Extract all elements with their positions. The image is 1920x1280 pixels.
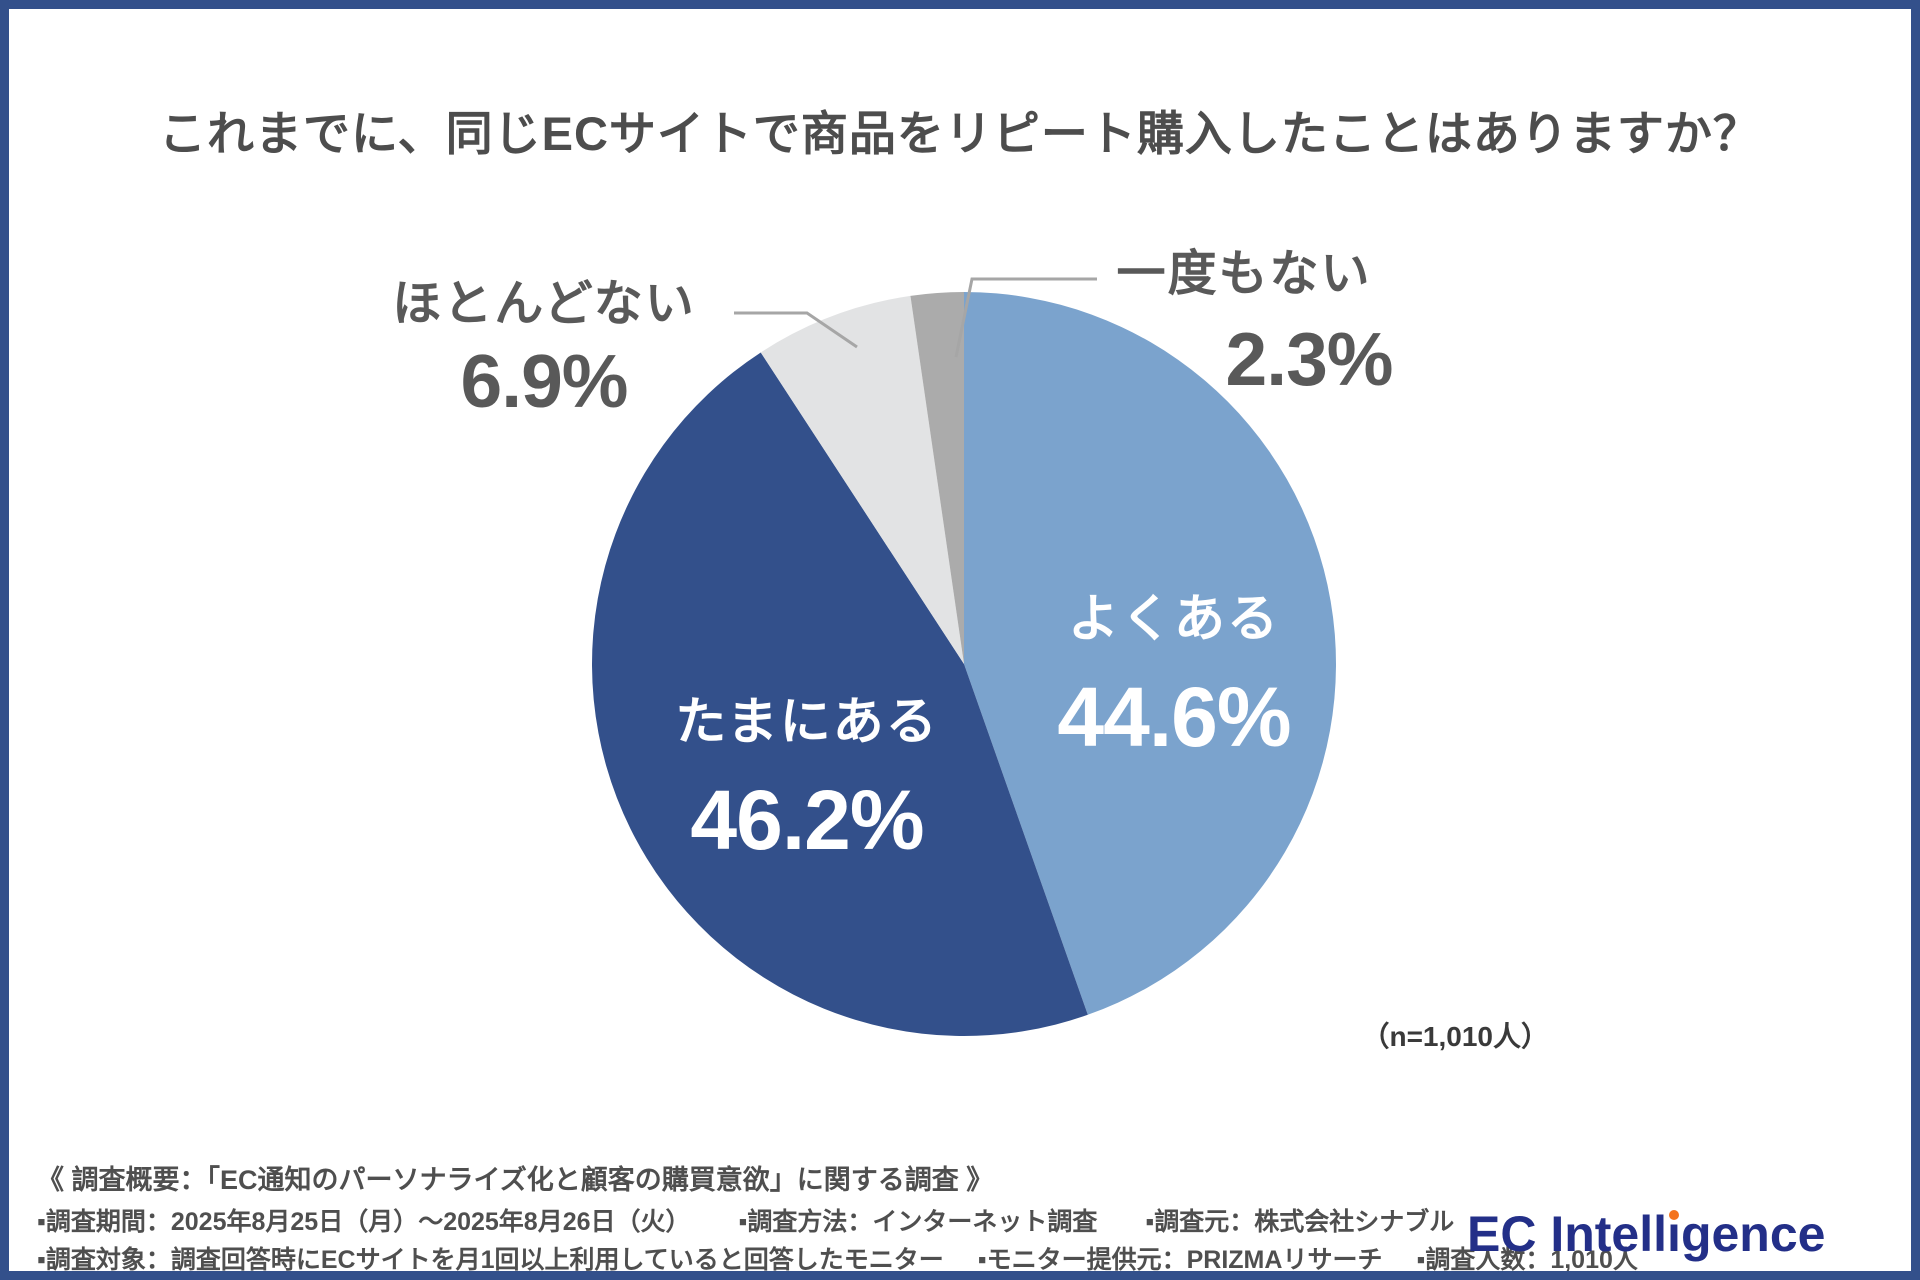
survey-detail-row-1: ▪調査期間：2025年8月25日（月）～2025年8月26日（火） ▪調査方法：…: [37, 1204, 1638, 1242]
pie-chart: [592, 277, 1336, 1036]
sample-size-note: （n=1,010人）: [1361, 1021, 1549, 1052]
label-tamani-aru-pct: 46.2%: [690, 773, 924, 868]
label-hotondo-nai: ほとんどない 6.9%: [329, 277, 759, 423]
label-tamani-aru-text: たまにある: [675, 693, 939, 750]
label-ichido-mo-nai: 一度もない: [1074, 247, 1414, 301]
survey-detail-row-2: ▪調査対象：調査回答時にECサイトを月1回以上利用していると回答したモニター ▪…: [37, 1242, 1638, 1274]
leader-line-ichido-mo-nai: [954, 277, 1097, 358]
label-hotondo-nai-pct: 6.9%: [460, 338, 629, 423]
pie-slices: [592, 292, 1336, 1036]
survey-monitor-provider: ▪モニター提供元：PRIZMAリサーチ: [977, 1245, 1383, 1274]
survey-period: ▪調査期間：2025年8月25日（月）～2025年8月26日（火）: [37, 1208, 691, 1237]
survey-respondents: ▪調査人数：1,010人: [1416, 1245, 1638, 1274]
logo-text-part2: gence: [1680, 1206, 1826, 1262]
label-hotondo-nai-text: ほとんどない: [392, 277, 696, 331]
survey-source: ▪調査元：株式会社シナブル: [1145, 1208, 1455, 1237]
survey-target: ▪調査対象：調査回答時にECサイトを月1回以上利用していると回答したモニター: [37, 1245, 944, 1274]
chart-title: これまでに、同じECサイトで商品をリピート購入したことはありますか？: [159, 107, 1761, 160]
label-ichido-mo-nai-pct: 2.3%: [1225, 317, 1394, 401]
label-ichido-mo-nai-pct-block: 2.3%: [1144, 319, 1474, 400]
logo-orange-dot-i: ı: [1667, 1206, 1681, 1262]
leader-line-hotondo-nai: [734, 311, 858, 349]
survey-overview-footer: 《 調査概要：「EC通知のパーソナライズ化と顧客の購買意欲」に関する調査 》 ▪…: [37, 1161, 1638, 1274]
label-ichido-mo-nai-text: 一度もない: [1116, 247, 1372, 301]
survey-summary-line: 《 調査概要：「EC通知のパーソナライズ化と顧客の購買意欲」に関する調査 》: [37, 1165, 994, 1195]
pie-slice-ichido-mo-nai: [910, 292, 964, 664]
survey-method: ▪調査方法：インターネット調査: [738, 1208, 1098, 1237]
label-tamani-aru: たまにある 46.2%: [587, 693, 1027, 868]
logo-text-part1: EC Intell: [1467, 1206, 1668, 1262]
label-yoku-aru-pct: 44.6%: [1057, 670, 1291, 765]
label-yoku-aru-text: よくある: [1067, 590, 1280, 647]
ec-intelligence-logo: EC Intellıgence: [1467, 1205, 1825, 1263]
pie-slice-tamani-aru: [592, 352, 1088, 1036]
pie-slice-hotondo-nai: [760, 295, 964, 664]
pie-slice-yoku-aru: [964, 292, 1336, 1015]
label-yoku-aru: よくある 44.6%: [954, 590, 1394, 765]
